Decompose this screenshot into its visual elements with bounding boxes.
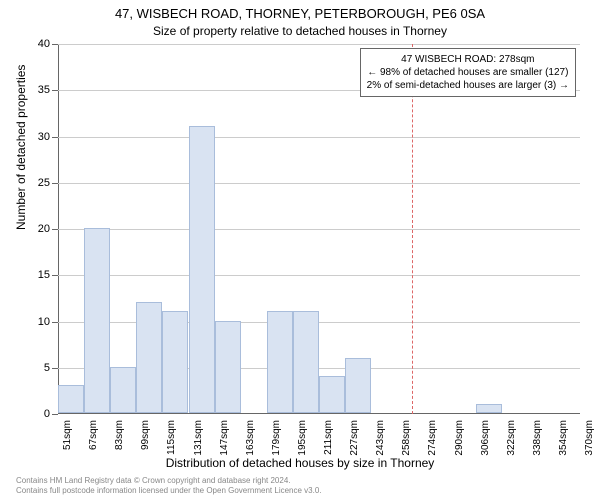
y-tick xyxy=(52,229,58,230)
y-tick-label: 25 xyxy=(26,177,50,189)
histogram-bar xyxy=(267,311,293,413)
x-axis-label: Distribution of detached houses by size … xyxy=(0,456,600,470)
y-tick-label: 10 xyxy=(26,316,50,328)
y-tick xyxy=(52,322,58,323)
histogram-bar xyxy=(162,311,188,413)
footer-text: Contains HM Land Registry data © Crown c… xyxy=(16,476,322,496)
info-box: 47 WISBECH ROAD: 278sqm← 98% of detached… xyxy=(360,48,576,97)
y-tick xyxy=(52,414,58,415)
marker-line xyxy=(412,44,413,414)
histogram-bar xyxy=(84,228,110,413)
footer-line1: Contains HM Land Registry data © Crown c… xyxy=(16,476,322,486)
y-tick xyxy=(52,368,58,369)
y-tick-label: 15 xyxy=(26,269,50,281)
grid-line xyxy=(58,275,580,276)
grid-line xyxy=(58,137,580,138)
y-tick-label: 40 xyxy=(26,38,50,50)
histogram-bar xyxy=(293,311,319,413)
histogram-bar xyxy=(110,367,136,413)
chart-container: 47, WISBECH ROAD, THORNEY, PETERBOROUGH,… xyxy=(0,0,600,500)
y-tick-label: 30 xyxy=(26,131,50,143)
histogram-bar xyxy=(136,302,162,413)
y-tick xyxy=(52,44,58,45)
y-tick-label: 35 xyxy=(26,84,50,96)
info-box-line1: 47 WISBECH ROAD: 278sqm xyxy=(367,53,569,66)
y-tick-label: 20 xyxy=(26,223,50,235)
y-tick xyxy=(52,137,58,138)
chart-title-line1: 47, WISBECH ROAD, THORNEY, PETERBOROUGH,… xyxy=(0,6,600,21)
histogram-bar xyxy=(476,404,502,413)
x-axis-line xyxy=(58,413,580,414)
info-box-line2: ← 98% of detached houses are smaller (12… xyxy=(367,66,569,79)
y-tick xyxy=(52,90,58,91)
grid-line xyxy=(58,44,580,45)
info-box-line3: 2% of semi-detached houses are larger (3… xyxy=(367,79,569,92)
y-tick xyxy=(52,183,58,184)
y-tick-label: 5 xyxy=(26,362,50,374)
y-tick xyxy=(52,275,58,276)
grid-line xyxy=(58,229,580,230)
histogram-bar xyxy=(215,321,241,414)
histogram-bar xyxy=(345,358,371,414)
footer-line2: Contains full postcode information licen… xyxy=(16,486,322,496)
histogram-bar xyxy=(189,126,215,413)
histogram-bar xyxy=(58,385,84,413)
plot-area: 051015202530354051sqm67sqm83sqm99sqm115s… xyxy=(58,44,580,414)
grid-line xyxy=(58,183,580,184)
chart-title-line2: Size of property relative to detached ho… xyxy=(0,24,600,38)
y-tick-label: 0 xyxy=(26,408,50,420)
histogram-bar xyxy=(319,376,345,413)
